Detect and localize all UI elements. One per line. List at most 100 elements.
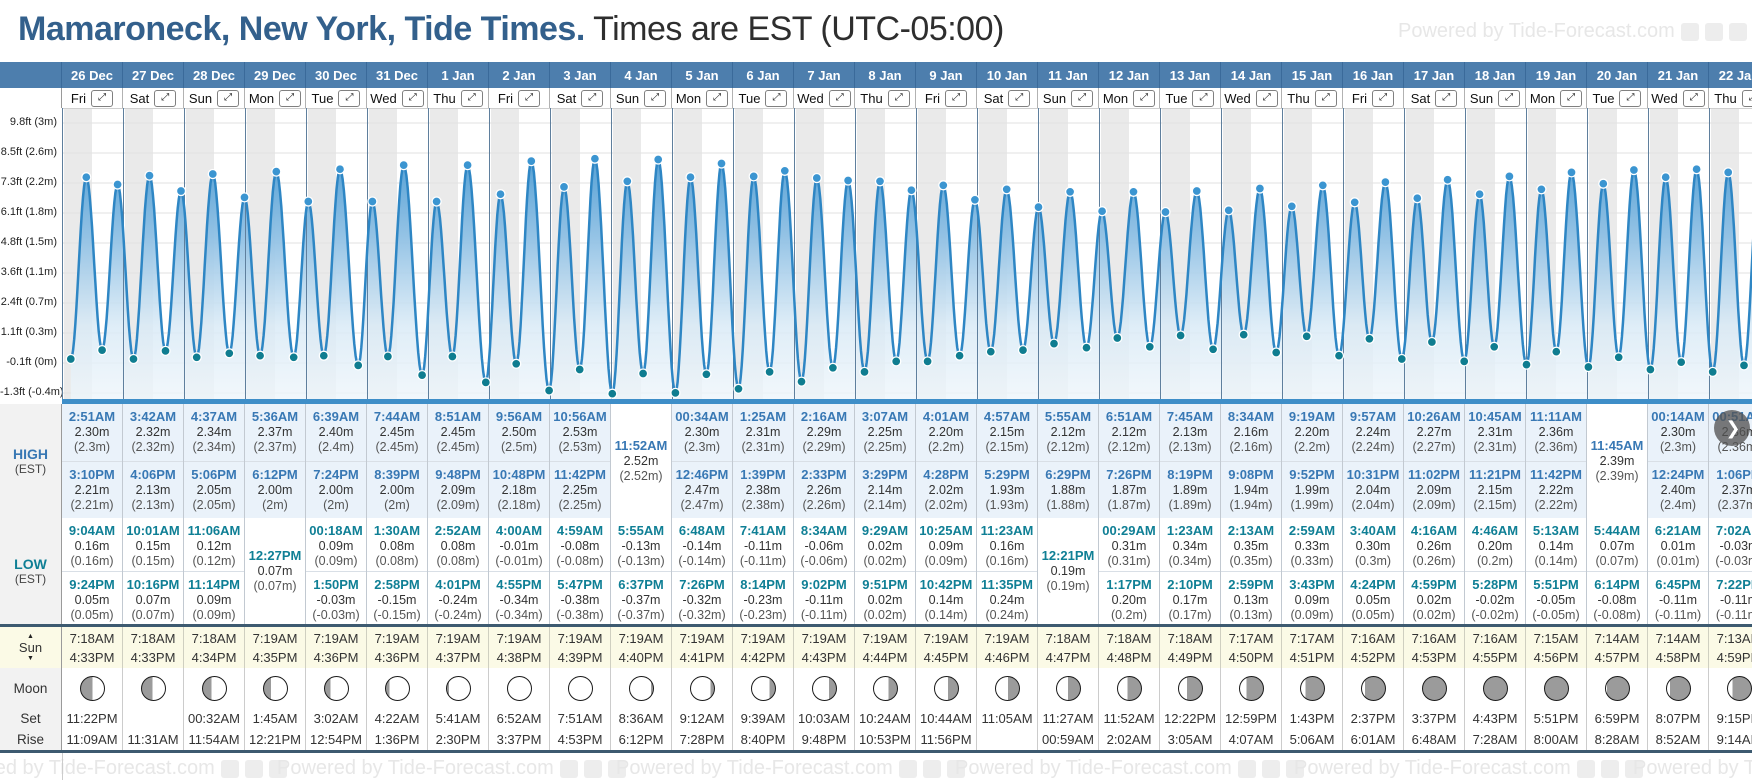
low-tide-cell: 10:01AM 0.15m (0.15m) 10:16PM 0.07m (0.07m) [123, 518, 184, 624]
low-tide-height: 0.09m [196, 593, 232, 607]
sunset-time: 4:43PM [801, 649, 847, 665]
expand-day-button[interactable]: ⤢ [154, 89, 177, 107]
sun-times-cell: 7:19AM 4:42PM [733, 627, 794, 668]
expand-icon: ⤢ [1321, 92, 1330, 103]
expand-day-button[interactable]: ⤢ [460, 89, 483, 107]
low-tide-entry: 4:01PM -0.24m (-0.24m) [428, 571, 488, 624]
high-tide-height: 2.47m [684, 483, 720, 497]
high-tide-cell: 7:45AM 2.13m (2.13m) 8:19PM 1.89m (1.89m) [1160, 404, 1221, 518]
moon-phase-icon [1604, 675, 1630, 701]
high-tide-entry: 6:51AM 2.12m (2.12m) [1099, 404, 1159, 461]
expand-day-button[interactable]: ⤢ [765, 89, 788, 107]
low-tide-height-alt: (-0.11m) [739, 554, 787, 568]
high-tide-height-alt: (2.15m) [1473, 498, 1517, 512]
high-tide-entry: 4:37AM 2.34m (2.34m) [184, 404, 244, 461]
expand-day-button[interactable]: ⤢ [1372, 89, 1395, 107]
expand-day-button[interactable]: ⤢ [279, 89, 302, 107]
weekday-cell: Mon ⤢ [245, 88, 306, 108]
high-tide-height: 2.25m [867, 425, 903, 439]
sunset-time: 4:33PM [69, 649, 115, 665]
sunset-time: 4:36PM [313, 649, 359, 665]
expand-day-button[interactable]: ⤢ [1498, 89, 1521, 107]
expand-day-button[interactable]: ⤢ [828, 89, 851, 107]
moonrise-time-cell: 11:09AM [62, 729, 123, 750]
high-tide-cell: 3:42AM 2.32m (2.32m) 4:06PM 2.13m (2.13m) [123, 404, 184, 518]
date-cell: 3 Jan [550, 62, 611, 88]
high-tide-cell: 7:44AM 2.45m (2.45m) 8:39PM 2.00m (2m) [367, 404, 428, 518]
high-tide-height-alt: (2m) [323, 498, 349, 512]
expand-day-button[interactable]: ⤢ [338, 89, 361, 107]
moon-phase-icon [1665, 675, 1691, 701]
expand-day-button[interactable]: ⤢ [1682, 89, 1705, 107]
high-tide-entry: 1:39PM 2.38m (2.38m) [733, 461, 793, 518]
expand-icon: ⤢ [98, 92, 107, 103]
high-tide-height-alt: (2.2m) [927, 440, 965, 454]
high-tide-height-alt: (1.88m) [1046, 498, 1090, 512]
high-tide-entry: 5:36AM 2.37m (2.37m) [245, 404, 305, 461]
high-tide-height-alt: (2.39m) [1595, 469, 1639, 483]
high-tide-height-alt: (2.37m) [1717, 498, 1752, 512]
low-tide-height-alt: (0.12m) [192, 554, 236, 568]
expand-day-button[interactable]: ⤢ [706, 89, 729, 107]
expand-day-button[interactable]: ⤢ [401, 89, 424, 107]
high-tide-entry: 9:19AM 2.20m (2.2m) [1282, 404, 1342, 461]
expand-day-button[interactable]: ⤢ [644, 89, 667, 107]
expand-day-button[interactable]: ⤢ [581, 89, 604, 107]
footer-watermark: Powered by Tide-Forecast.com [0, 757, 287, 780]
low-tide-entry: 6:45PM -0.11m (-0.11m) [1648, 571, 1708, 624]
high-tide-time: 8:34AM [1227, 409, 1275, 424]
moonrise-time-cell: 8:52AM [1648, 729, 1709, 750]
high-tide-time: 11:52AM [614, 438, 668, 453]
expand-day-button[interactable]: ⤢ [1741, 89, 1752, 107]
low-tide-time: 4:00AM [495, 523, 543, 538]
low-tide-entry: 1:50PM -0.03m (-0.03m) [306, 571, 366, 624]
expand-day-button[interactable]: ⤢ [518, 89, 541, 107]
expand-day-button[interactable]: ⤢ [1255, 89, 1278, 107]
high-tide-time: 00:34AM [675, 409, 729, 424]
expand-day-button[interactable]: ⤢ [1192, 89, 1215, 107]
expand-day-button[interactable]: ⤢ [1071, 89, 1094, 107]
moon-cell [1587, 668, 1648, 708]
expand-day-button[interactable]: ⤢ [1314, 89, 1337, 107]
moonrise-time-cell: 12:54PM [306, 729, 367, 750]
low-tide-time: 6:48AM [678, 523, 726, 538]
expand-day-button[interactable]: ⤢ [91, 89, 114, 107]
low-tide-cell: 4:00AM -0.01m (-0.01m) 4:55PM -0.34m (-0.34m) [489, 518, 550, 624]
y-axis-tick-label: 9.8ft (3m) [9, 116, 57, 128]
expand-day-button[interactable]: ⤢ [887, 89, 910, 107]
page-title: Mamaroneck, New York, Tide Times. Times … [18, 10, 1004, 48]
expand-day-button[interactable]: ⤢ [945, 89, 968, 107]
y-axis-tick-label: -0.1ft (0m) [6, 356, 57, 368]
low-tide-height-alt: (0.08m) [436, 554, 480, 568]
low-tide-entry: 9:04AM 0.16m (0.16m) [62, 518, 122, 571]
high-tide-height: 2.38m [745, 483, 781, 497]
weekday-cell: Fri ⤢ [62, 88, 123, 108]
moonrise-time-cell: 6:01AM [1343, 729, 1404, 750]
expand-day-button[interactable]: ⤢ [1435, 89, 1458, 107]
expand-day-button[interactable]: ⤢ [1619, 89, 1642, 107]
low-tide-cell: 00:18AM 0.09m (0.09m) 1:50PM -0.03m (-0.03m) [306, 518, 367, 624]
high-tide-cell: 11:11AM 2.36m (2.36m) 11:42PM 2.22m (2.22m) [1526, 404, 1587, 518]
low-tide-cell: 5:55AM -0.13m (-0.13m) 6:37PM -0.37m (-0.37m) [611, 518, 672, 624]
expand-day-button[interactable]: ⤢ [1133, 89, 1156, 107]
low-tide-cell: 3:40AM 0.30m (0.3m) 4:24PM 0.05m (0.05m) [1343, 518, 1404, 624]
high-tide-cell: 10:56AM 2.53m (2.53m) 11:42PM 2.25m (2.25m) [550, 404, 611, 518]
sunset-time: 4:50PM [1228, 649, 1274, 665]
moon-cell [1221, 668, 1282, 708]
weekday-label: Sun [188, 90, 213, 106]
moon-cell [1404, 668, 1465, 708]
high-tide-entry: 7:26PM 1.87m (1.87m) [1099, 461, 1159, 518]
high-tide-height: 2.12m [1111, 425, 1147, 439]
expand-day-button[interactable]: ⤢ [1560, 89, 1583, 107]
moon-phase-icon [750, 675, 776, 701]
sun-times-cell: 7:19AM 4:38PM [489, 627, 550, 668]
low-tide-height-alt: (0.02m) [863, 608, 907, 622]
low-tide-cell: 4:46AM 0.20m (0.2m) 5:28PM -0.02m (-0.02m) [1465, 518, 1526, 624]
sun-times-cell: 7:19AM 4:41PM [672, 627, 733, 668]
expand-day-button[interactable]: ⤢ [217, 89, 240, 107]
next-dates-button[interactable]: ❯ [1714, 410, 1750, 446]
expand-day-button[interactable]: ⤢ [1008, 89, 1031, 107]
date-cell: 22 Jan [1709, 62, 1752, 88]
weekday-label: Tue [1592, 90, 1615, 106]
low-tide-height-alt: (-0.13m) [617, 554, 665, 568]
